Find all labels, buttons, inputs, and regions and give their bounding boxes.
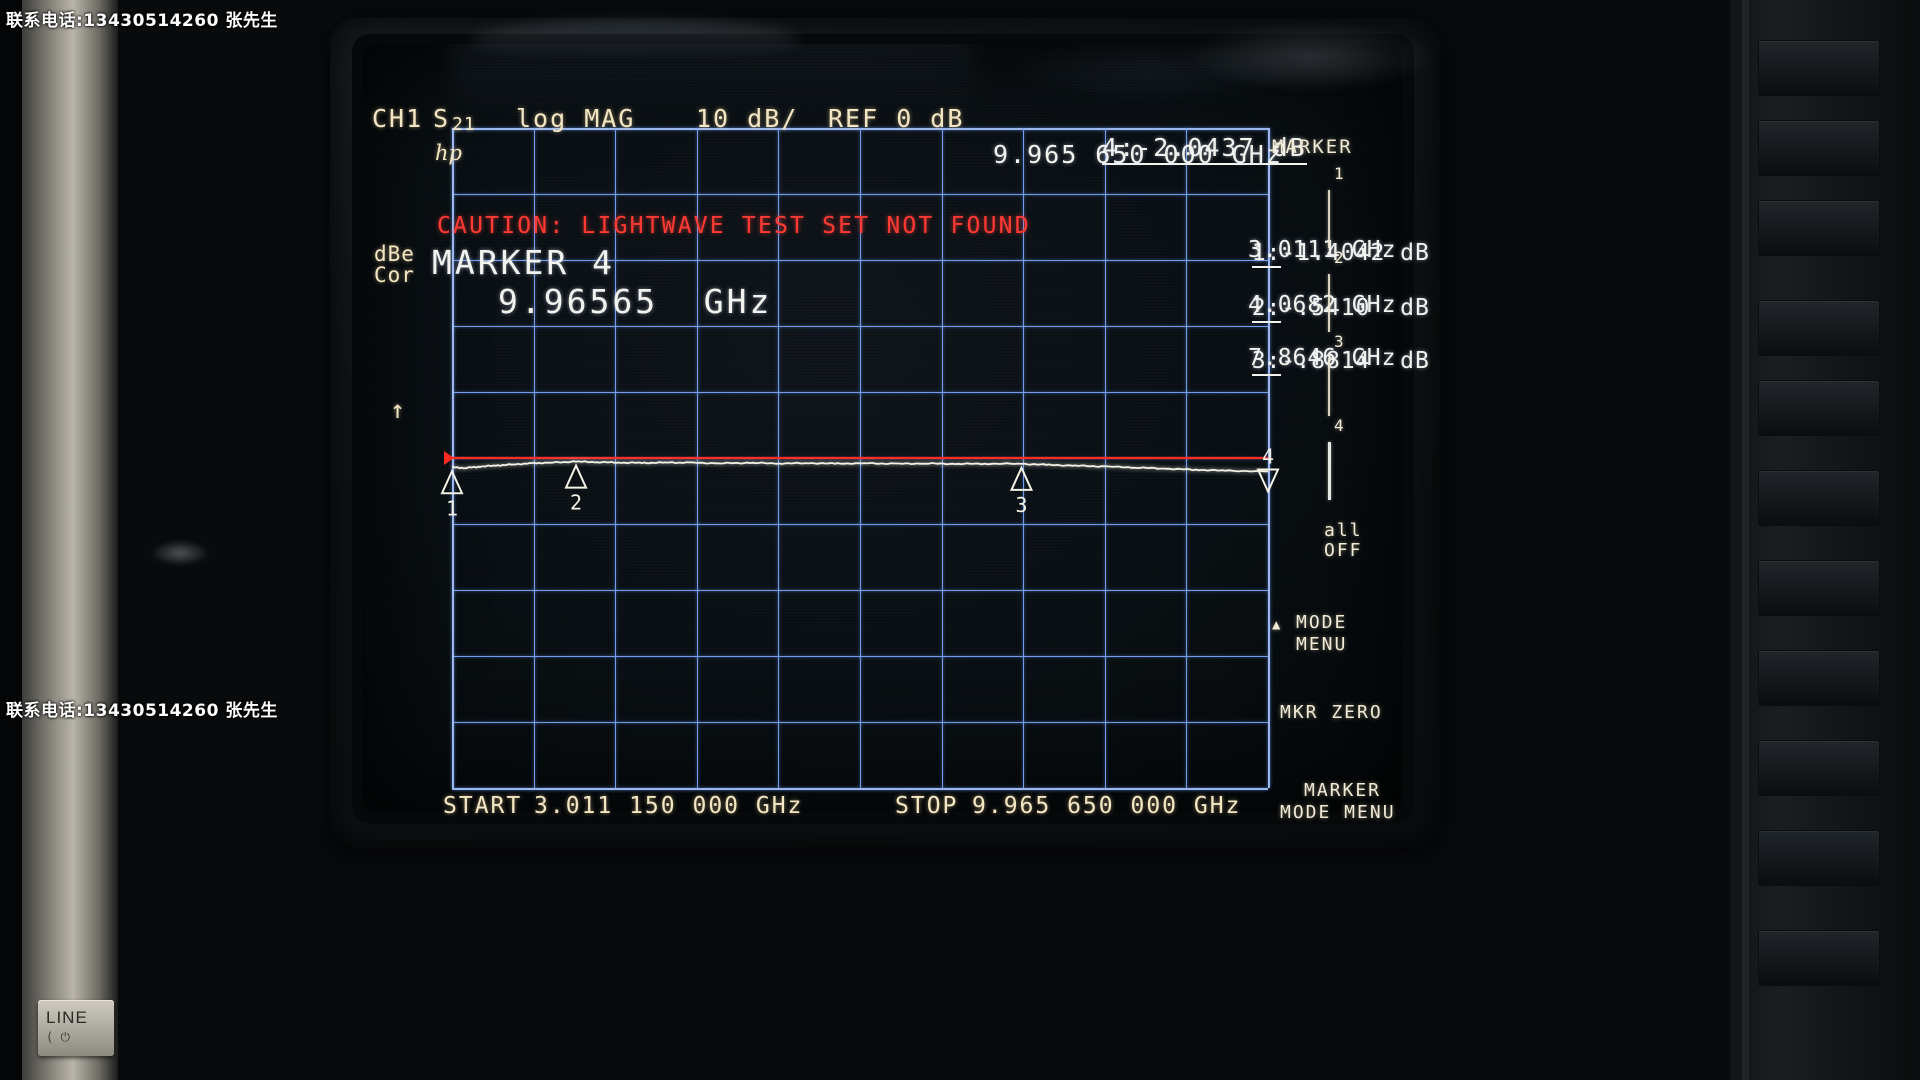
caution-message: CAUTION: LIGHTWAVE TEST SET NOT FOUND (437, 213, 1031, 239)
marker-big-value: 9.96565 GHz (498, 282, 773, 321)
reference-position-arrow-icon: ↑ (390, 395, 406, 424)
rack-slot (1758, 200, 1880, 256)
bezel-gloss-right (1180, 22, 1440, 92)
start-label: START (443, 793, 523, 819)
marker-2-value: -.5410 dB (1281, 295, 1430, 321)
power-symbol-icon: ( ⏻ (46, 1030, 70, 1044)
softkey-scale-bar-2 (1328, 274, 1330, 332)
wall-smudge (150, 540, 210, 566)
marker-2-label: 2 (570, 491, 582, 515)
rack-slot (1758, 740, 1880, 796)
marker-3-label: 3 (1015, 493, 1027, 517)
reference-marker-left (444, 451, 454, 465)
mode-menu-up-arrow-icon[interactable]: ▲ (1272, 617, 1283, 633)
bezel-gloss (470, 20, 800, 60)
reference-level: REF 0 dB (828, 104, 965, 133)
left-wall-shadow (0, 0, 22, 1080)
softkey-marker-mode-line2[interactable]: MODE MENU (1280, 802, 1396, 823)
softkey-marker-4[interactable]: 4 (1334, 416, 1346, 435)
marker-1-triangle-icon[interactable] (440, 468, 464, 495)
rack-slot (1758, 470, 1880, 526)
scale-per-division: 10 dB/ (696, 104, 799, 133)
marker-2-frequency: 4.0682 GHz (1248, 292, 1397, 318)
softkey-marker-2[interactable]: 2 (1334, 248, 1346, 267)
marker-2-label: 2: (1251, 295, 1282, 323)
stop-frequency: 9.965 650 000 GHz (972, 793, 1242, 819)
active-marker-frequency: 9.965 650 000 GHz (993, 140, 1283, 169)
marker-1-frequency: 3.0111 GHz (1248, 237, 1397, 263)
stop-label: STOP (895, 793, 959, 819)
softkey-mkr-zero[interactable]: MKR ZERO (1280, 702, 1383, 723)
softkey-mode-menu-line1[interactable]: MODE (1296, 612, 1348, 633)
format-label: log MAG (516, 104, 636, 133)
active-marker-value: 4:-2.0437 dB (1102, 133, 1307, 165)
softkey-marker-1[interactable]: 1 (1334, 164, 1346, 183)
graticule-vline (1268, 128, 1270, 788)
right-rack (1730, 0, 1920, 1080)
marker-1-label: 1: (1251, 240, 1282, 268)
softkey-mode-menu-line2[interactable]: MENU (1296, 634, 1348, 655)
channel-label: CH1 (372, 104, 424, 133)
marker-3-value: -.8814 dB (1281, 348, 1430, 374)
softkey-menu: MARKER 1 2 3 4 all OFF ▲ MODE MENU MKR Z… (1272, 120, 1420, 823)
marker-title: MARKER 4 (432, 243, 615, 282)
softkey-scale-bar-1 (1328, 190, 1330, 248)
graticule-hline (452, 788, 1268, 790)
rack-slot (1758, 380, 1880, 436)
rack-slot (1758, 40, 1880, 96)
marker-3-frequency: 7.8646 GHz (1248, 345, 1397, 371)
rack-slot (1758, 830, 1880, 886)
softkey-menu-title: MARKER (1272, 136, 1353, 158)
correction-label: Cor (374, 263, 415, 287)
parameter-subscript: 21 (452, 114, 476, 135)
unit-label-dbe: dBe (374, 242, 415, 266)
screen-glare-secondary (1002, 44, 1302, 104)
marker-1-label: 1 (446, 496, 458, 520)
s21-trace (451, 460, 1269, 473)
start-frequency: 3.011 150 000 GHz (534, 793, 804, 819)
rack-slot (1758, 120, 1880, 176)
softkey-scale-bar-3 (1328, 358, 1330, 416)
softkey-marker-mode-line1[interactable]: MARKER (1304, 780, 1382, 801)
rack-slot (1758, 560, 1880, 616)
watermark-bottom: 联系电话:13430514260 张先生 (6, 701, 278, 721)
line-switch-label: LINE (46, 1008, 88, 1027)
marker-1-value: -1.4042 dB (1281, 240, 1430, 266)
marker-2-triangle-icon[interactable] (564, 463, 588, 489)
marker-3-label: 3: (1251, 348, 1282, 376)
marker-3-triangle-icon[interactable] (1009, 465, 1034, 491)
line-switch-plate[interactable]: LINE ( ⏻ (38, 1000, 114, 1056)
rack-slot (1758, 300, 1880, 356)
softkey-all-off-line2[interactable]: OFF (1324, 540, 1363, 561)
parameter-label: S (433, 104, 451, 133)
rack-slot (1758, 650, 1880, 706)
marker-2-readout: 2:-.5410 dB (1222, 269, 1430, 323)
marker-4-label: 4 (1262, 444, 1274, 468)
watermark-top: 联系电话:13430514260 张先生 (6, 11, 278, 31)
trace-area: 1 2 3 4 (440, 128, 1280, 788)
rack-edge (1742, 0, 1749, 1080)
marker-3-readout: 3:-.8814 dB (1222, 322, 1430, 376)
marker-1-readout: 1:-1.4042 dB (1222, 214, 1430, 268)
softkey-scale-bar-4 (1328, 442, 1331, 500)
s21-trace-svg: 1 2 3 4 (440, 444, 1280, 520)
softkey-all-off-line1[interactable]: all (1324, 520, 1363, 541)
active-marker-readout: 4:-2.0437 dB (1068, 104, 1307, 165)
marker-4-triangle-icon[interactable] (1256, 468, 1280, 494)
softkey-marker-3[interactable]: 3 (1334, 332, 1346, 351)
rack-slot (1758, 930, 1880, 986)
hp-logo: hp (435, 141, 462, 165)
